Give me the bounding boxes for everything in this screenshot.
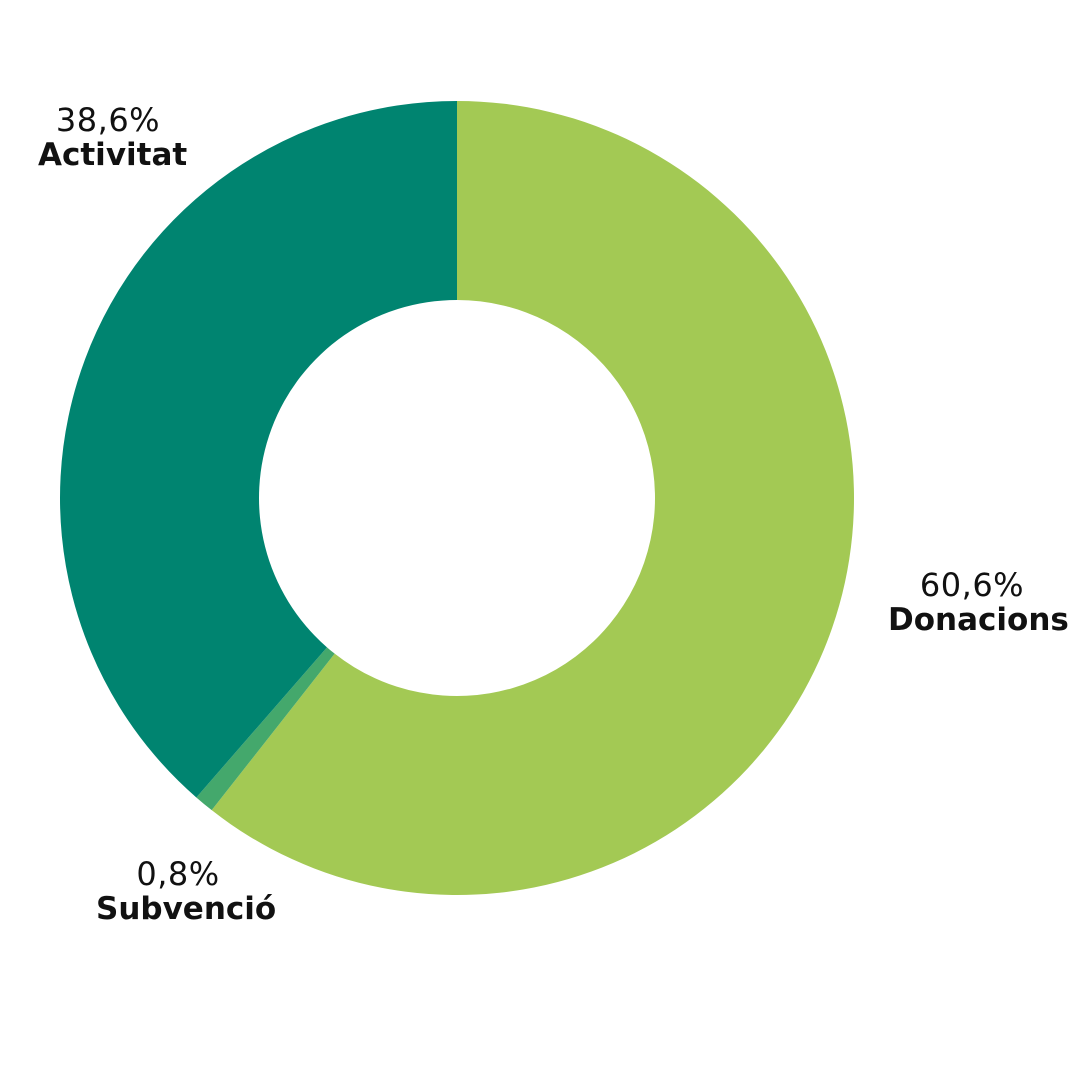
slice-value-activitat: 38,6% — [55, 101, 161, 139]
slices-group — [60, 101, 855, 896]
slice-label-subvencio: 0,8% Subvenció — [96, 855, 277, 927]
slice-name-subvencio: Subvenció — [96, 891, 277, 927]
slice-value-subvencio: 0,8% — [136, 855, 220, 893]
slice-value-donacions: 60,6% — [919, 566, 1025, 604]
slice-label-donacions: 60,6% Donacions — [888, 566, 1069, 638]
slice-activitat — [60, 101, 457, 798]
slice-name-activitat: Activitat — [38, 137, 188, 173]
slice-subvencio — [196, 647, 335, 811]
slice-donacions — [211, 101, 855, 896]
slice-label-activitat: 38,6% Activitat — [38, 101, 188, 173]
slice-name-donacions: Donacions — [888, 602, 1069, 638]
